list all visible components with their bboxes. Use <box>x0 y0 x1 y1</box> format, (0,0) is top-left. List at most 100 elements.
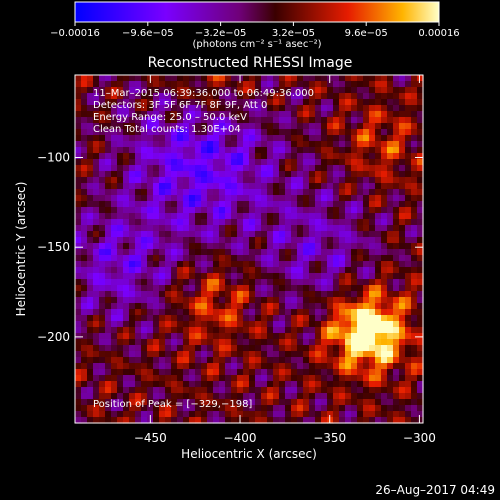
heatmap-cell <box>255 219 262 226</box>
heatmap-cell <box>351 339 358 346</box>
heatmap-cell <box>405 213 412 220</box>
heatmap-cell <box>219 297 226 304</box>
heatmap-cell <box>387 375 394 382</box>
heatmap-cell <box>279 183 286 190</box>
heatmap-cell <box>339 87 346 94</box>
heatmap-cell <box>417 315 424 322</box>
heatmap-cell <box>159 201 166 208</box>
heatmap-cell <box>285 405 292 412</box>
heatmap-cell <box>123 297 130 304</box>
heatmap-cell <box>315 213 322 220</box>
heatmap-cell <box>243 333 250 340</box>
heatmap-cell <box>183 393 190 400</box>
heatmap-cell <box>321 249 328 256</box>
heatmap-cell <box>75 255 82 262</box>
heatmap-cell <box>345 135 352 142</box>
heatmap-cell <box>405 387 412 394</box>
heatmap-cell <box>111 171 118 178</box>
heatmap-cell <box>387 285 394 292</box>
heatmap-cell <box>273 327 280 334</box>
heatmap-cell <box>285 357 292 364</box>
heatmap-cell <box>393 141 400 148</box>
heatmap-cell <box>417 231 424 238</box>
heatmap-cell <box>399 345 406 352</box>
heatmap-cell <box>195 279 202 286</box>
heatmap-cell <box>249 285 256 292</box>
heatmap-cell <box>243 351 250 358</box>
heatmap-cell <box>381 75 388 82</box>
heatmap-cell <box>315 87 322 94</box>
heatmap-cell <box>345 291 352 298</box>
heatmap-cell <box>267 75 274 82</box>
heatmap-cell <box>261 219 268 226</box>
heatmap-cell <box>309 309 316 316</box>
heatmap-cell <box>87 273 94 280</box>
heatmap-cell <box>375 417 382 424</box>
heatmap-cell <box>267 231 274 238</box>
heatmap-cell <box>375 291 382 298</box>
heatmap-cell <box>267 273 274 280</box>
heatmap-cell <box>327 231 334 238</box>
heatmap-cell <box>369 123 376 130</box>
heatmap-cell <box>99 333 106 340</box>
heatmap-cell <box>315 405 322 412</box>
heatmap-cell <box>261 339 268 346</box>
heatmap-cell <box>207 417 214 424</box>
heatmap-cell <box>273 171 280 178</box>
heatmap-cell <box>333 267 340 274</box>
heatmap-cell <box>273 207 280 214</box>
heatmap-cell <box>237 351 244 358</box>
heatmap-cell <box>387 81 394 88</box>
heatmap-cell <box>249 165 256 172</box>
heatmap-cell <box>213 309 220 316</box>
heatmap-cell <box>267 315 274 322</box>
heatmap-cell <box>405 129 412 136</box>
heatmap-cell <box>249 237 256 244</box>
heatmap-cell <box>387 279 394 286</box>
heatmap-cell <box>291 369 298 376</box>
heatmap-cell <box>333 297 340 304</box>
heatmap-cell <box>81 381 88 388</box>
heatmap-cell <box>177 81 184 88</box>
heatmap-cell <box>237 99 244 106</box>
heatmap-cell <box>267 177 274 184</box>
heatmap-cell <box>93 93 100 100</box>
heatmap-cell <box>111 225 118 232</box>
heatmap-cell <box>309 369 316 376</box>
heatmap-cell <box>399 159 406 166</box>
heatmap-cell <box>291 321 298 328</box>
heatmap-cell <box>249 297 256 304</box>
heatmap-cell <box>159 297 166 304</box>
heatmap-cell <box>273 111 280 118</box>
heatmap-cell <box>129 237 136 244</box>
heatmap-cell <box>219 117 226 124</box>
heatmap-cell <box>111 243 118 250</box>
heatmap-cell <box>231 165 238 172</box>
heatmap-cell <box>135 309 142 316</box>
heatmap-cell <box>225 225 232 232</box>
heatmap-cell <box>339 279 346 286</box>
heatmap-cell <box>327 315 334 322</box>
heatmap-cell <box>417 183 424 190</box>
heatmap-cell <box>273 135 280 142</box>
heatmap-cell <box>147 153 154 160</box>
heatmap-cell <box>87 171 94 178</box>
heatmap-cell <box>321 255 328 262</box>
heatmap-cell <box>105 213 112 220</box>
heatmap-cell <box>327 117 334 124</box>
heatmap-cell <box>117 297 124 304</box>
heatmap-cell <box>339 375 346 382</box>
heatmap-cell <box>393 171 400 178</box>
heatmap-cell <box>363 135 370 142</box>
heatmap-cell <box>387 183 394 190</box>
heatmap-cell <box>303 207 310 214</box>
heatmap-cell <box>321 111 328 118</box>
heatmap-cell <box>231 291 238 298</box>
heatmap-cell <box>297 231 304 238</box>
heatmap-cell <box>213 255 220 262</box>
heatmap-cell <box>177 291 184 298</box>
heatmap-cell <box>219 327 226 334</box>
heatmap-cell <box>405 189 412 196</box>
heatmap-cell <box>117 81 124 88</box>
heatmap-cell <box>297 183 304 190</box>
